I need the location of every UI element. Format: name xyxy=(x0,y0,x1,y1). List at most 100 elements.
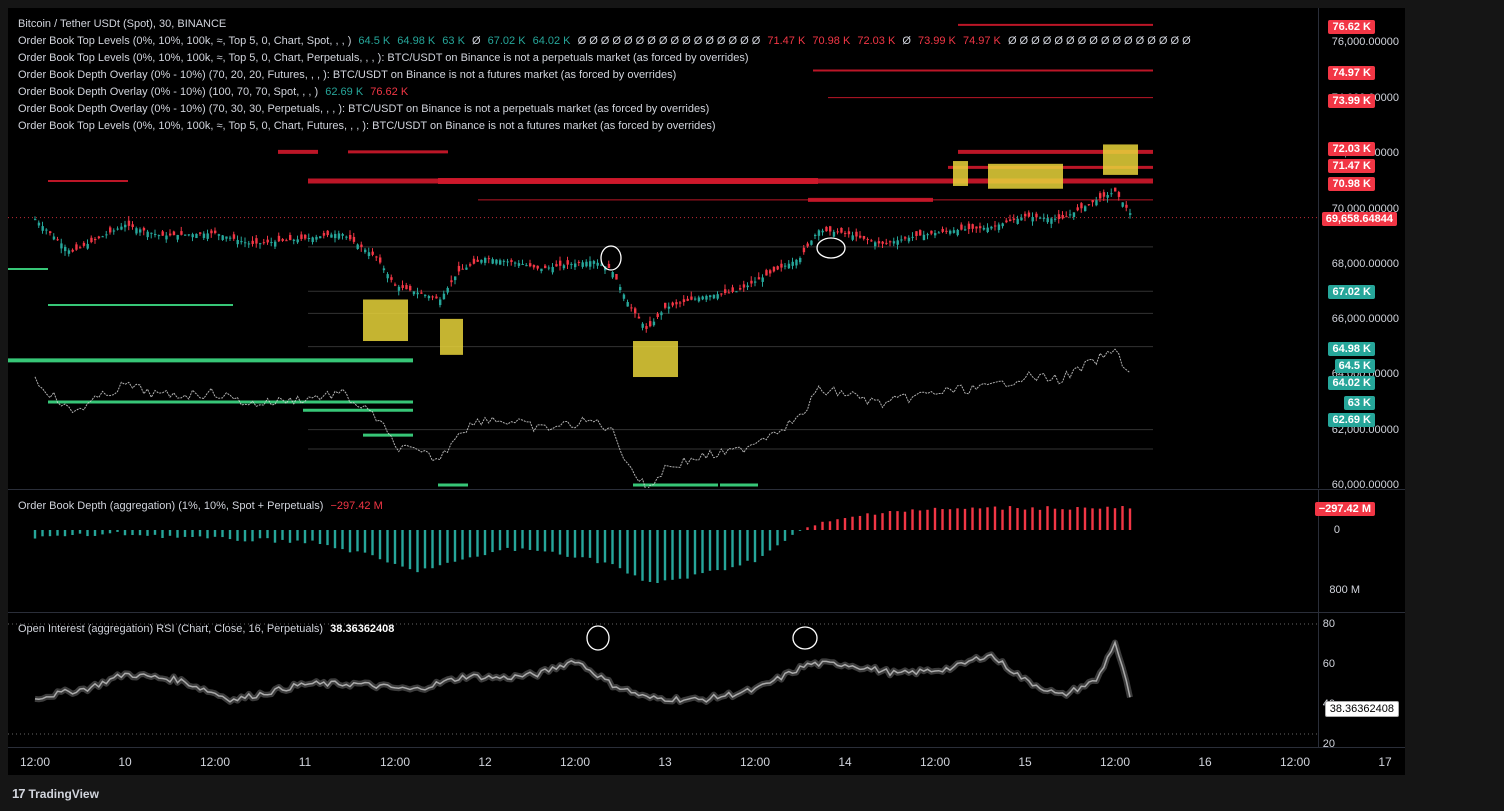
depth-bar xyxy=(1023,509,1027,530)
heatmap-patch xyxy=(1103,144,1138,175)
legend-top-levels-futures[interactable]: Order Book Top Levels (0%, 10%, 100k, ≈,… xyxy=(18,118,716,135)
candle-body xyxy=(870,240,873,242)
legend-depth-futures[interactable]: Order Book Depth Overlay (0% - 10%) (70,… xyxy=(18,67,676,84)
brand-name: TradingView xyxy=(28,786,99,801)
candle-body xyxy=(157,235,161,237)
depth-bar xyxy=(273,530,277,543)
depth-bar xyxy=(941,509,944,530)
legend-top-levels-spot[interactable]: Order Book Top Levels (0%, 10%, 100k, ≈,… xyxy=(18,33,1191,50)
candle-body xyxy=(514,262,517,264)
candle-body xyxy=(330,234,333,238)
depth-bar xyxy=(356,530,359,552)
candle-body xyxy=(1087,204,1091,206)
candle-body xyxy=(270,242,273,244)
depth-bar xyxy=(903,511,907,530)
candle-body xyxy=(562,265,566,269)
legend-top-levels-perp[interactable]: Order Book Top Levels (0%, 10%, 100k, ≈,… xyxy=(18,50,749,67)
candle-body xyxy=(412,291,416,295)
price-label: 68,000.00000 xyxy=(1331,258,1399,270)
candle-body xyxy=(225,236,228,239)
candle-body xyxy=(555,264,558,267)
depth-histogram[interactable] xyxy=(8,490,1318,612)
legend-value: 64.98 K xyxy=(397,35,436,47)
depth-value-tag: −297.42 M xyxy=(1314,502,1375,516)
heatmap-patch xyxy=(953,161,968,186)
depth-bar xyxy=(168,530,172,536)
depth-bar xyxy=(881,513,884,530)
candle-body xyxy=(34,219,37,221)
candle-body xyxy=(146,231,149,238)
price-label: 76,000.00000 xyxy=(1331,36,1399,48)
candle-body xyxy=(49,231,52,234)
legend-depth-spot[interactable]: Order Book Depth Overlay (0% - 10%) (100… xyxy=(18,84,408,101)
candle-body xyxy=(82,242,86,246)
depth-bar xyxy=(656,530,659,584)
depth-bar xyxy=(326,530,329,546)
depth-legend[interactable]: Order Book Depth (aggregation) (1%, 10%,… xyxy=(18,498,383,515)
rsi-legend[interactable]: Open Interest (aggregation) RSI (Chart, … xyxy=(18,621,394,638)
time-tick: 12:00 xyxy=(919,755,951,769)
candle-body xyxy=(1035,213,1038,218)
candle-body xyxy=(349,234,352,240)
legend-value: 71.47 K xyxy=(767,35,806,47)
price-tag-bid: 64.02 K xyxy=(1328,376,1375,390)
candle-body xyxy=(484,257,487,263)
depth-bar xyxy=(311,530,314,541)
candle-body xyxy=(585,261,588,267)
depth-bar xyxy=(371,530,374,556)
tradingview-logo[interactable]: 17 TradingView xyxy=(12,786,99,801)
candle-body xyxy=(611,272,614,278)
depth-bar xyxy=(101,530,104,535)
candle-body xyxy=(375,256,378,258)
candle-body xyxy=(390,277,393,280)
candle-body xyxy=(394,284,397,286)
legend-label: Order Book Top Levels (0%, 10%, 100k, ≈,… xyxy=(18,35,352,47)
rsi-axis[interactable]: 80 60 40 20 38.36362408 xyxy=(1318,613,1405,750)
legend-depth-perp[interactable]: Order Book Depth Overlay (0% - 10%) (70,… xyxy=(18,101,709,118)
legend-value: 64.5 K xyxy=(358,35,391,47)
time-tick: 15 xyxy=(1018,755,1032,769)
candle-body xyxy=(435,296,438,299)
depth-bar xyxy=(341,530,344,550)
candle-body xyxy=(1065,216,1068,218)
order-book-depth-panel[interactable]: Order Book Depth (aggregation) (1%, 10%,… xyxy=(8,489,1405,612)
price-tag-bid: 64.5 K xyxy=(1334,359,1375,373)
depth-axis[interactable]: −297.42 M 0 800 M xyxy=(1314,490,1405,612)
depth-bar xyxy=(333,530,337,549)
candle-body xyxy=(911,236,914,238)
candle-body xyxy=(862,235,866,239)
candle-body xyxy=(577,261,581,263)
legend-label: Order Book Depth (aggregation) (1%, 10%,… xyxy=(18,500,324,512)
candle-body xyxy=(176,234,179,240)
rsi-axis-label: 60 xyxy=(1322,658,1335,670)
candle-body xyxy=(206,233,209,239)
price-panel[interactable]: Bitcoin / Tether USDt (Spot), 30, BINANC… xyxy=(8,8,1405,491)
price-chart-canvas[interactable] xyxy=(8,8,1318,488)
depth-bar xyxy=(461,530,464,560)
depth-axis-label: 800 M xyxy=(1329,584,1360,596)
rsi-chart[interactable] xyxy=(8,613,1318,748)
time-tick: 12:00 xyxy=(559,755,591,769)
price-tag-bid: 64.98 K xyxy=(1328,342,1375,356)
candle-body xyxy=(904,237,907,239)
candle-body xyxy=(817,230,821,236)
depth-bar xyxy=(1008,506,1012,530)
legend-label: Order Book Depth Overlay (0% - 10%) (70,… xyxy=(18,103,710,115)
candle-body xyxy=(341,234,344,236)
depth-bar xyxy=(956,508,959,530)
oi-rsi-panel[interactable]: Open Interest (aggregation) RSI (Chart, … xyxy=(8,612,1405,750)
price-axis[interactable]: 76,000.00000 74,000.00000 72,000.00000 7… xyxy=(1318,8,1405,491)
depth-bar xyxy=(213,530,217,537)
depth-bar xyxy=(551,530,554,552)
time-tick: 12:00 xyxy=(199,755,231,769)
candle-body xyxy=(409,285,412,291)
candle-body xyxy=(457,265,461,272)
legend-main-title[interactable]: Bitcoin / Tether USDt (Spot), 30, BINANC… xyxy=(18,16,226,33)
candle-body xyxy=(506,261,509,263)
time-axis[interactable]: 12:00 10 12:00 11 12:00 12 12:00 13 12:0… xyxy=(8,747,1405,776)
legend-label: Order Book Top Levels (0%, 10%, 100k, ≈,… xyxy=(18,52,749,64)
candle-body xyxy=(345,236,348,238)
price-tag-ask: 72.03 K xyxy=(1328,142,1375,156)
depth-bar xyxy=(1001,509,1004,530)
depth-bar xyxy=(1061,509,1064,530)
